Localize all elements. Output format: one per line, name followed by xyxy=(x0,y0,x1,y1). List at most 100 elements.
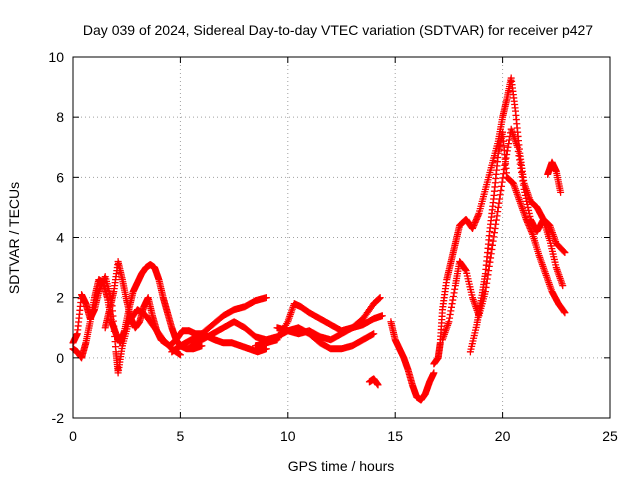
grid-lines xyxy=(73,57,610,418)
data-point xyxy=(176,351,184,359)
data-point xyxy=(327,330,344,344)
x-axis-label: GPS time / hours xyxy=(288,458,395,474)
data-point xyxy=(529,230,542,257)
data-point xyxy=(509,179,523,204)
data-point xyxy=(499,128,510,177)
data-point xyxy=(219,306,237,320)
data-point xyxy=(430,369,438,377)
data-point xyxy=(499,97,510,121)
x-tick-label: 15 xyxy=(387,428,403,444)
data-point xyxy=(370,375,382,388)
data-point xyxy=(138,264,150,278)
data-point xyxy=(554,300,568,316)
data-point xyxy=(494,166,508,211)
data-point xyxy=(136,304,147,326)
series-sat-i xyxy=(387,318,438,404)
data-point xyxy=(522,215,536,237)
data-point xyxy=(262,345,270,353)
data-point xyxy=(144,294,156,318)
data-point xyxy=(548,158,560,174)
series-sat-m xyxy=(544,158,565,196)
data-point xyxy=(241,324,259,340)
x-tick-label: 5 xyxy=(177,428,185,444)
data-point xyxy=(327,321,344,334)
data-point xyxy=(473,299,485,329)
data-point xyxy=(417,391,429,404)
data-point xyxy=(552,240,568,256)
data-point xyxy=(376,294,384,302)
data-point xyxy=(123,297,135,321)
data-point xyxy=(370,294,384,308)
data-point xyxy=(198,330,216,344)
x-tick-label: 0 xyxy=(69,428,77,444)
data-point xyxy=(542,270,555,294)
data-point xyxy=(507,125,521,149)
data-point xyxy=(114,258,126,282)
data-point xyxy=(552,167,564,194)
data-point xyxy=(445,285,459,326)
data-point xyxy=(539,215,553,229)
data-point xyxy=(118,276,130,303)
data-point xyxy=(168,342,184,356)
data-point xyxy=(153,327,165,343)
data-points xyxy=(69,74,569,404)
data-point xyxy=(557,188,565,196)
axis-ticks xyxy=(72,56,611,419)
data-point xyxy=(359,301,377,323)
data-point xyxy=(198,342,206,350)
data-point xyxy=(133,271,145,287)
data-point xyxy=(187,336,205,350)
data-point xyxy=(370,330,378,338)
data-point xyxy=(73,295,85,338)
data-point xyxy=(284,301,298,326)
data-point xyxy=(316,315,334,328)
data-point xyxy=(78,340,89,362)
series-sat-c xyxy=(101,258,270,356)
data-point xyxy=(151,264,162,282)
data-point xyxy=(421,379,433,398)
data-point xyxy=(241,297,259,311)
data-point xyxy=(131,318,143,332)
data-point xyxy=(387,318,399,342)
series-sat-g xyxy=(273,312,386,344)
y-tick-label: -2 xyxy=(52,410,65,426)
data-point xyxy=(486,195,498,235)
data-point xyxy=(469,211,482,232)
data-point xyxy=(198,322,216,338)
data-point xyxy=(209,324,226,338)
data-point xyxy=(155,276,167,300)
data-point xyxy=(359,330,377,344)
data-point xyxy=(305,327,323,340)
series-sat-h xyxy=(365,375,382,389)
data-point xyxy=(438,279,450,314)
data-point xyxy=(374,381,382,389)
y-tick-label: 8 xyxy=(56,109,64,125)
data-point xyxy=(438,320,452,344)
data-point xyxy=(462,267,476,299)
y-tick-labels: -2 0 2 4 6 8 10 xyxy=(48,49,64,426)
data-point xyxy=(209,313,226,329)
data-point xyxy=(106,289,117,314)
data-point xyxy=(90,289,102,314)
data-point xyxy=(426,370,437,386)
data-point xyxy=(408,381,420,400)
y-tick-label: 6 xyxy=(56,169,64,185)
data-point xyxy=(359,315,377,329)
data-point xyxy=(488,208,502,254)
data-point xyxy=(533,203,547,222)
data-point xyxy=(148,312,160,333)
data-point xyxy=(527,197,540,211)
data-point xyxy=(391,336,403,352)
data-point xyxy=(82,320,94,347)
data-point xyxy=(305,309,323,322)
data-point xyxy=(78,291,89,307)
data-point xyxy=(559,282,567,290)
data-point xyxy=(230,318,248,331)
data-point xyxy=(348,336,366,350)
data-point xyxy=(561,249,569,257)
data-point xyxy=(114,345,126,377)
data-point xyxy=(447,241,459,266)
data-point xyxy=(548,288,562,306)
data-point xyxy=(316,339,334,352)
data-point xyxy=(481,164,495,193)
